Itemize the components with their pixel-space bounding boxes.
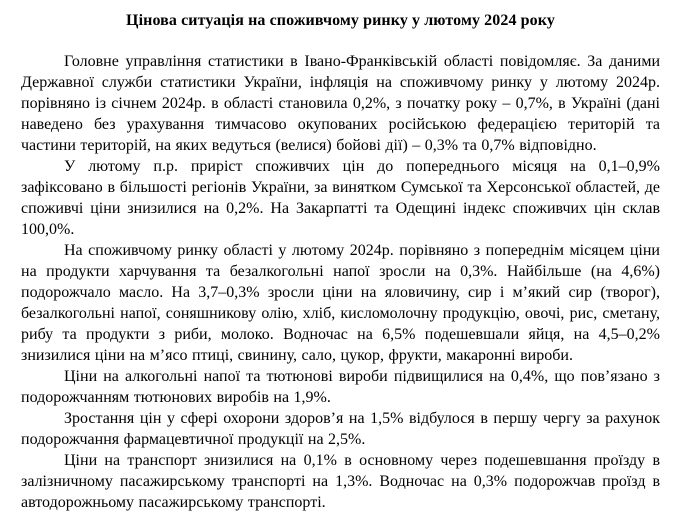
paragraph-healthcare: Зростання цін у сфері охорони здоровʼя н… [21,410,660,448]
paragraph-inflation-overview: Головне управління статистики в Івано-Фр… [21,53,660,154]
document-body: Головне управління статистики в Івано-Фр… [21,51,660,513]
paragraph-food-prices: На споживчому ринку області у лютому 202… [21,242,660,364]
paragraph-alcohol-tobacco: Ціни на алкогольні напої та тютюнові вир… [21,368,660,406]
paragraph-transport: Ціни на транспорт знизилися на 0,1% в ос… [21,452,660,511]
document-page: Цінова ситуація на споживчому ринку у лю… [21,12,660,511]
document-title: Цінова ситуація на споживчому ринку у лю… [126,12,555,29]
paragraph-regional-prices: У лютому п.р. приріст споживчих цін до п… [21,158,660,238]
